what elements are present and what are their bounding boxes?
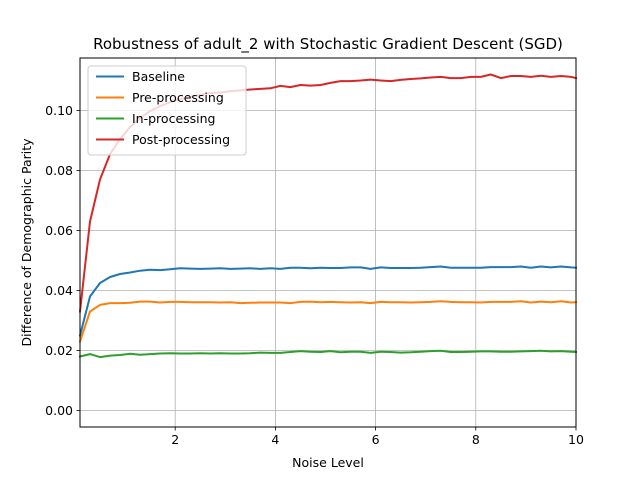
y-tick-label: 0.00 — [45, 403, 73, 418]
series-layer — [78, 73, 578, 359]
y-tick-label: 0.10 — [45, 103, 73, 118]
series-line-baseline — [78, 265, 578, 337]
legend-label: In-processing — [132, 111, 215, 126]
y-axis: 0.00 0.02 0.04 0.06 0.08 0.10 — [45, 103, 80, 418]
legend-label: Baseline — [132, 69, 185, 84]
y-tick-label: 0.08 — [45, 163, 73, 178]
legend-label: Post-processing — [132, 132, 230, 147]
chart-title: Robustness of adult_2 with Stochastic Gr… — [93, 35, 563, 54]
x-tick-label: 2 — [171, 432, 179, 447]
x-axis: 2 4 6 8 10 — [171, 427, 584, 447]
y-tick-label: 0.06 — [45, 223, 73, 238]
y-tick-label: 0.04 — [45, 283, 73, 298]
legend: Baseline Pre-processing In-processing Post-… — [87, 65, 247, 156]
x-tick-label: 6 — [372, 432, 380, 447]
series-line-in-processing — [78, 349, 578, 359]
series-line-pre-processing — [78, 300, 578, 343]
x-tick-label: 8 — [472, 432, 480, 447]
y-axis-label: Difference of Demographic Parity — [19, 138, 34, 347]
grid — [80, 58, 577, 427]
plot-frame — [79, 57, 577, 428]
x-axis-label: Noise Level — [292, 455, 364, 470]
legend-label: Pre-processing — [132, 90, 224, 105]
x-tick-label: 10 — [568, 432, 584, 447]
x-tick-label: 4 — [271, 432, 279, 447]
legend-box — [87, 65, 247, 156]
y-tick-label: 0.02 — [45, 343, 73, 358]
